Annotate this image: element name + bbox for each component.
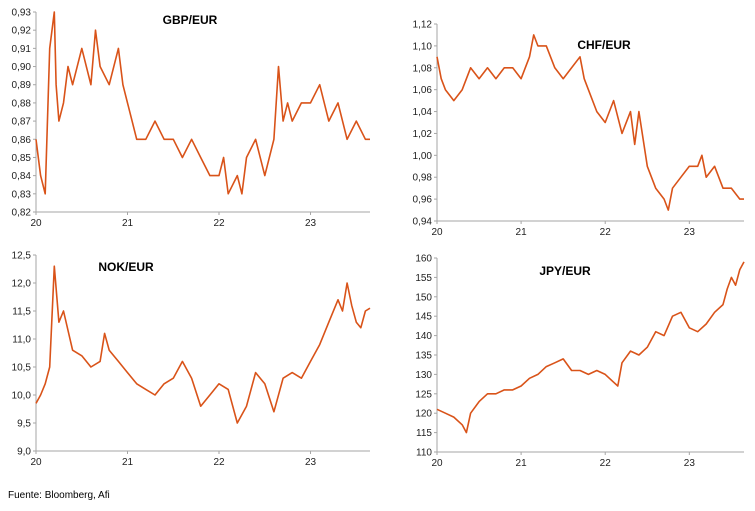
source-note: Fuente: Bloomberg, Afi xyxy=(8,490,110,501)
y-tick-label: 12,0 xyxy=(12,279,32,290)
y-tick-label: 145 xyxy=(415,312,432,323)
x-tick-label: 20 xyxy=(30,218,42,229)
x-tick-label: 21 xyxy=(122,218,134,229)
x-tick-label: 20 xyxy=(30,457,42,468)
y-tick-label: 1,06 xyxy=(413,85,433,96)
y-tick-label: 10,5 xyxy=(12,363,32,374)
x-tick-label: 23 xyxy=(305,218,317,229)
series-line-jpy-eur xyxy=(436,261,745,434)
y-tick-label: 0,94 xyxy=(413,217,433,228)
series-line-gbp-eur xyxy=(35,11,370,195)
y-tick-label: 0,89 xyxy=(12,80,32,91)
y-tick-label: 0,85 xyxy=(12,153,32,164)
chart-nok-eur: 9,0 9,5 10,0 10,5 11,0 11,5 12,0 12,5 20 21 22 23 NO… xyxy=(12,251,371,468)
y-tick-label: 110 xyxy=(416,448,432,459)
chart-jpy-eur: 110 115 120 125 130 135 140 145 150 155 160 20 21 22 2… xyxy=(415,254,745,469)
chart-title: GBP/EUR xyxy=(163,13,218,27)
y-tick-label: 1,08 xyxy=(413,63,433,74)
y-tick-label: 1,10 xyxy=(413,41,433,52)
series-line-nok-eur xyxy=(35,265,371,424)
x-tick-label: 21 xyxy=(516,227,528,238)
y-tick-label: 0,93 xyxy=(12,8,32,19)
y-tick-label: 9,5 xyxy=(17,419,31,430)
y-tick-label: 11,5 xyxy=(12,307,31,318)
y-tick-label: 1,02 xyxy=(413,129,433,140)
y-tick-label: 120 xyxy=(415,409,432,420)
y-tick-label: 1,12 xyxy=(413,20,433,31)
x-tick-label: 20 xyxy=(431,458,443,469)
chart-title: CHF/EUR xyxy=(577,38,631,52)
chart-title: NOK/EUR xyxy=(98,260,154,274)
x-tick-label: 22 xyxy=(213,218,225,229)
y-tick-label: 0,86 xyxy=(12,135,32,146)
x-tick-label: 22 xyxy=(213,457,225,468)
x-tick-label: 22 xyxy=(600,458,612,469)
y-tick-label: 10,0 xyxy=(12,391,32,402)
series-line-chf-eur xyxy=(436,34,744,211)
y-tick-label: 150 xyxy=(415,292,432,303)
y-tick-label: 9,0 xyxy=(17,447,31,458)
y-tick-label: 140 xyxy=(415,331,432,342)
x-tick-label: 23 xyxy=(305,457,317,468)
y-tick-label: 0,91 xyxy=(12,44,32,55)
y-tick-label: 12,5 xyxy=(12,251,32,262)
y-tick-label: 0,82 xyxy=(12,208,32,219)
y-tick-label: 0,84 xyxy=(12,171,32,182)
y-tick-label: 1,00 xyxy=(413,151,433,162)
y-tick-label: 0,92 xyxy=(12,26,32,37)
y-tick-label: 125 xyxy=(415,389,432,400)
y-tick-label: 155 xyxy=(415,273,432,284)
x-tick-label: 23 xyxy=(684,227,696,238)
y-tick-label: 1,04 xyxy=(413,107,433,118)
y-tick-label: 0,83 xyxy=(12,189,32,200)
y-tick-label: 135 xyxy=(415,351,432,362)
chart-title: JPY/EUR xyxy=(539,264,591,278)
chart-chf-eur: 0,94 0,96 0,98 1,00 1,02 1,04 1,06 1,08 1,10 1,12… xyxy=(413,20,744,238)
x-tick-label: 21 xyxy=(516,458,528,469)
x-tick-label: 21 xyxy=(122,457,134,468)
x-tick-label: 22 xyxy=(600,227,612,238)
x-tick-label: 20 xyxy=(431,227,443,238)
y-tick-label: 0,96 xyxy=(413,195,433,206)
y-tick-label: 11,0 xyxy=(12,335,31,346)
y-tick-label: 115 xyxy=(416,428,432,439)
y-tick-label: 130 xyxy=(415,370,432,381)
y-tick-label: 0,90 xyxy=(12,62,32,73)
chart-gbp-eur: 0,82 0,83 0,84 0,85 0,86 0,87 0,88 0,89 0,90 0,91… xyxy=(12,8,370,229)
y-tick-label: 160 xyxy=(415,254,432,265)
y-tick-label: 0,88 xyxy=(12,98,32,109)
y-tick-label: 0,87 xyxy=(12,117,32,128)
x-tick-label: 23 xyxy=(684,458,696,469)
y-tick-label: 0,98 xyxy=(413,173,433,184)
